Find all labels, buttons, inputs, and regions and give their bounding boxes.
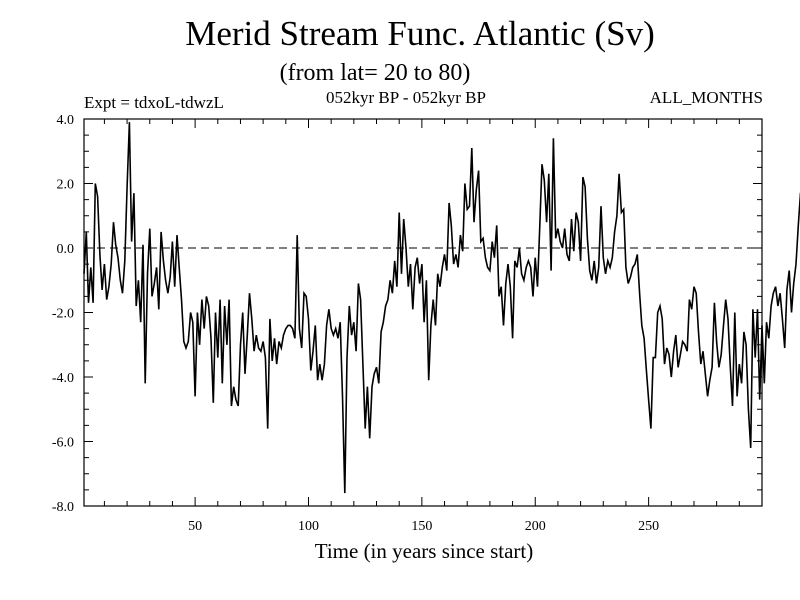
y-tick-label: -2.0 xyxy=(52,307,74,322)
x-tick-label: 50 xyxy=(188,519,202,534)
series-line xyxy=(83,122,800,494)
x-tick-label: 250 xyxy=(638,519,659,534)
experiment-label: Expt = tdxoL-tdwzL xyxy=(84,93,224,112)
x-tick-label: 200 xyxy=(525,519,546,534)
x-tick-label: 150 xyxy=(411,519,432,534)
chart-title: Merid Stream Func. Atlantic (Sv) xyxy=(185,14,655,53)
y-tick-label: 2.0 xyxy=(57,178,75,193)
months-label: ALL_MONTHS xyxy=(649,88,763,107)
y-tick-label: -6.0 xyxy=(52,436,74,451)
period-label: 052kyr BP - 052kyr BP xyxy=(326,88,486,107)
y-tick-label: -4.0 xyxy=(52,371,74,386)
x-axis-label: Time (in years since start) xyxy=(314,539,534,563)
x-tick-label: 100 xyxy=(298,519,319,534)
chart-subtitle: (from lat= 20 to 80) xyxy=(279,60,471,86)
y-tick-label: 4.0 xyxy=(57,113,75,128)
y-tick-label: 0.0 xyxy=(57,242,75,257)
y-tick-label: -8.0 xyxy=(52,500,74,515)
